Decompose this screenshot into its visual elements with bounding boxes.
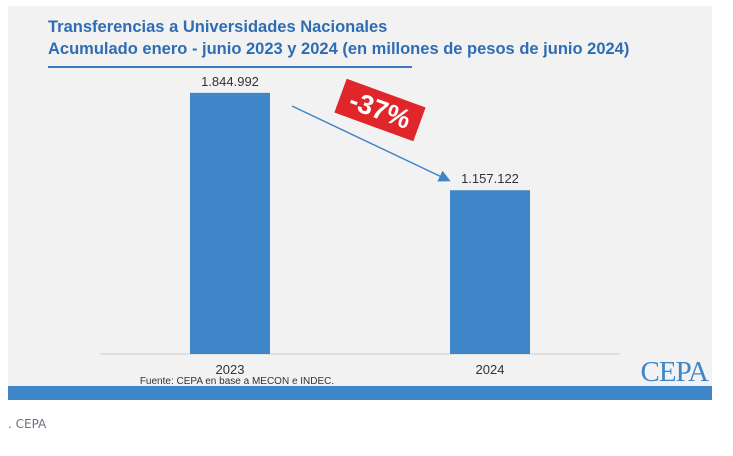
chart-title: Transferencias a Universidades Nacionale… <box>48 18 388 36</box>
trend-arrow <box>291 105 451 182</box>
bar-2024 <box>450 190 530 354</box>
chart-subtitle: Acumulado enero - junio 2023 y 2024 (en … <box>48 40 630 58</box>
category-label-2023: 2023 <box>216 362 245 377</box>
value-label-2023: 1.844.992 <box>201 74 259 89</box>
value-label-2024: 1.157.122 <box>461 171 519 186</box>
image-caption: . CEPA <box>8 417 47 431</box>
category-label-2024: 2024 <box>476 362 505 377</box>
footer-band <box>8 386 712 400</box>
cepa-logo: CEPA <box>640 356 709 387</box>
bar-2023 <box>190 92 270 354</box>
change-badge-background <box>334 78 426 142</box>
chart-card: Transferencias a Universidades Nacionale… <box>8 6 712 386</box>
source-note: Fuente: CEPA en base a MECON e INDEC. <box>140 376 334 386</box>
title-underline <box>48 66 412 68</box>
